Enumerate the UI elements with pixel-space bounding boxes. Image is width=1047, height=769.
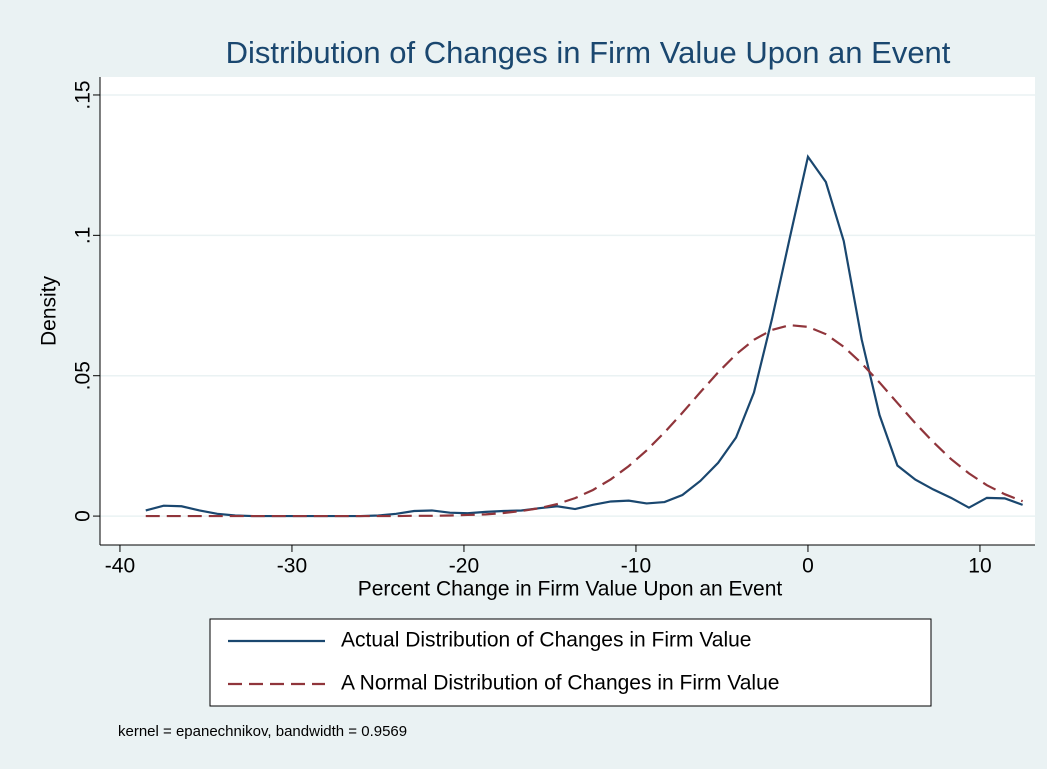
legend-label: A Normal Distribution of Changes in Firm… <box>341 672 779 695</box>
x-axis-label: Percent Change in Firm Value Upon an Eve… <box>358 578 783 601</box>
y-tick-label: .05 <box>72 361 95 390</box>
x-tick-label: -20 <box>449 555 479 578</box>
x-tick-label: 10 <box>968 555 991 578</box>
y-axis-label: Density <box>38 275 61 346</box>
legend-box <box>209 618 932 707</box>
legend-label: Actual Distribution of Changes in Firm V… <box>341 629 751 652</box>
x-tick-label: -30 <box>277 555 307 578</box>
note: kernel = epanechnikov, bandwidth = 0.956… <box>118 723 407 740</box>
y-tick-label: 0 <box>72 510 95 522</box>
y-tick-label: .1 <box>72 227 95 245</box>
series-line <box>145 154 1023 518</box>
plot-area <box>100 77 1035 545</box>
y-tick-label: .15 <box>72 80 95 109</box>
x-tick-label: -10 <box>621 555 651 578</box>
x-tick-label: 0 <box>802 555 814 578</box>
x-tick-label: -40 <box>105 555 135 578</box>
chart-title: Distribution of Changes in Firm Value Up… <box>226 35 951 70</box>
